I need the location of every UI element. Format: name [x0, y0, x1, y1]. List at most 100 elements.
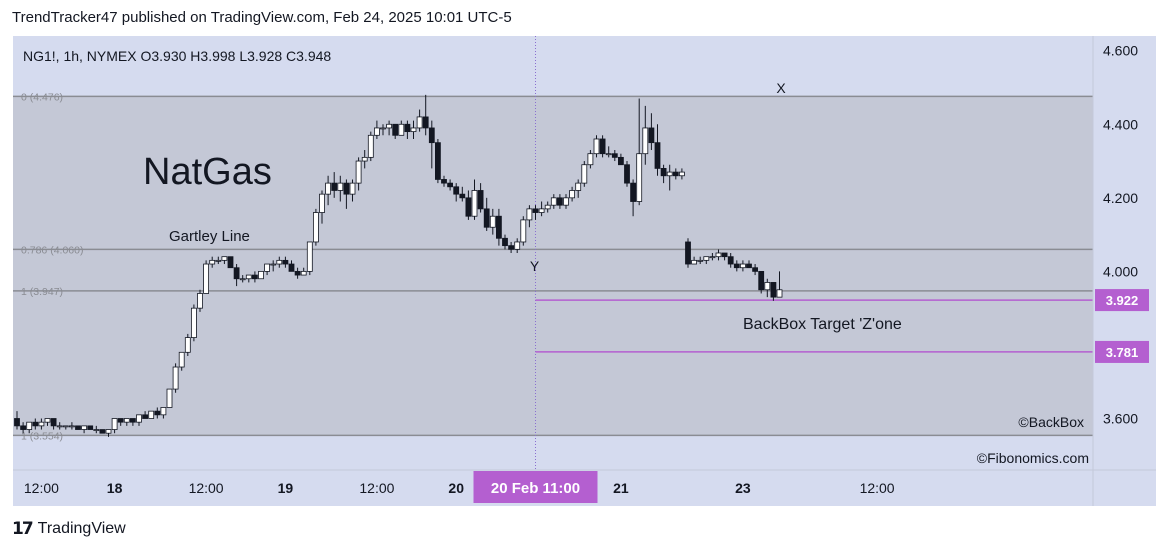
candle [270, 263, 277, 266]
crosshair-time-tag [473, 471, 598, 503]
candle [679, 171, 685, 177]
footer-brand[interactable]: 17 TradingView [12, 519, 126, 539]
candle [154, 410, 161, 416]
candle [343, 182, 350, 195]
candle [520, 219, 527, 243]
x-tick-label: 19 [278, 480, 294, 496]
candle [349, 182, 356, 195]
candle [685, 241, 691, 265]
candle [471, 190, 478, 217]
x-tick-label: 18 [107, 480, 123, 496]
candle [386, 123, 393, 129]
candle [288, 263, 295, 272]
candle [300, 270, 307, 276]
candle [172, 366, 179, 390]
candle [495, 215, 502, 239]
x-tick-label: 12:00 [24, 480, 59, 496]
candle [20, 425, 26, 430]
backbox-zone-label: BackBox Target 'Z'one [743, 316, 902, 333]
candle [618, 156, 624, 166]
candle [752, 267, 758, 272]
candle [81, 425, 87, 430]
candle [416, 116, 423, 129]
candle [746, 263, 752, 269]
candle [99, 429, 106, 434]
y-tick-label: 4.000 [1103, 263, 1138, 279]
candle [166, 388, 173, 408]
candle [178, 351, 185, 368]
price-chart[interactable]: 0 (4.476) 0.786 (4.060) 1 (3.947) 1 (3.554)… [13, 36, 1156, 506]
candle [203, 263, 210, 294]
tradingview-logo-icon: 17 [12, 519, 34, 539]
candle [264, 263, 271, 272]
candle [105, 429, 112, 434]
candle [32, 421, 39, 427]
tradingview-brand-text: TradingView [37, 520, 126, 537]
candle [130, 418, 136, 423]
candle [593, 138, 600, 155]
candle [532, 208, 539, 213]
candle [306, 241, 313, 272]
candle [508, 245, 515, 250]
candle [373, 127, 380, 136]
candle [648, 127, 655, 144]
candle [727, 256, 734, 265]
copyright-backbox: ©BackBox [1018, 414, 1084, 430]
candle [721, 252, 728, 258]
target-price-tag [1095, 289, 1149, 312]
candle [337, 182, 344, 191]
crosshair-time-label: 20 Feb 11:00 [491, 480, 580, 497]
candle [581, 164, 588, 184]
candle [459, 193, 466, 199]
candle [544, 204, 551, 210]
candle [703, 256, 710, 261]
candle [245, 274, 252, 280]
candle [776, 289, 783, 298]
candle [557, 197, 563, 206]
candle [14, 418, 20, 427]
candle [294, 270, 301, 276]
candle [550, 197, 557, 206]
fib-level-label: 0.786 (4.060) [21, 244, 83, 256]
candle [697, 259, 704, 262]
candle [69, 425, 75, 428]
y-tick-label: 4.200 [1103, 190, 1138, 206]
copyright-fibonomics: ©Fibonomics.com [977, 450, 1089, 466]
x-tick-label: 12:00 [189, 480, 224, 496]
candle [733, 263, 740, 269]
candle [758, 270, 765, 291]
point-y-label: Y [530, 258, 540, 274]
candle [672, 171, 679, 177]
candle [410, 127, 417, 133]
candle [642, 127, 649, 155]
candle [599, 138, 606, 155]
y-tick-label: 3.600 [1103, 411, 1138, 427]
fib-zone [13, 96, 1093, 436]
candle [227, 256, 234, 269]
candle [26, 421, 33, 430]
candle [428, 127, 435, 144]
candle [197, 293, 203, 309]
candle [709, 256, 716, 259]
candle [380, 127, 386, 130]
candle [630, 182, 636, 202]
candle [764, 282, 771, 291]
x-tick-label: 21 [613, 480, 629, 496]
candle [514, 241, 521, 250]
candle [56, 425, 63, 428]
gartley-line-label: Gartley Line [169, 228, 250, 245]
candle [398, 123, 405, 136]
candle [526, 208, 533, 221]
candle [422, 116, 429, 129]
candle [465, 197, 472, 217]
candle [331, 182, 338, 191]
candle [502, 237, 508, 247]
target-price-label: 3.781 [1106, 345, 1139, 360]
candle [575, 182, 582, 191]
fib-level-label: 1 (3.947) [21, 286, 63, 298]
candle [441, 179, 447, 184]
candle [190, 307, 197, 338]
candle [740, 263, 746, 269]
candle [477, 190, 484, 210]
candle [691, 259, 697, 265]
